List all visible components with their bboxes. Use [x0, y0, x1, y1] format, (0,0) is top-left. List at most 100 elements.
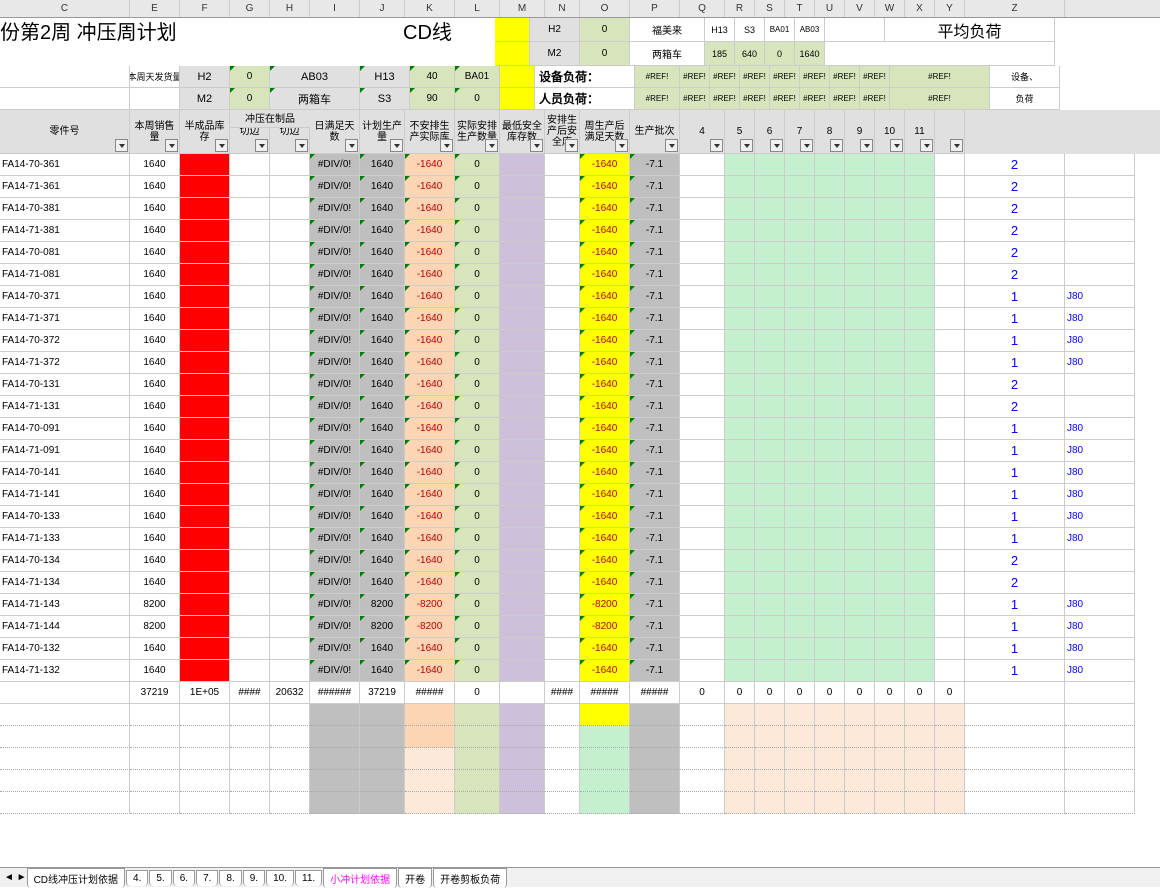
filter-icon[interactable] — [710, 139, 723, 152]
column-header[interactable]: 11 — [905, 110, 935, 154]
hdr-cell: #REF! — [710, 66, 740, 88]
filter-icon[interactable] — [255, 139, 268, 152]
filter-icon[interactable] — [115, 139, 128, 152]
filter-icon[interactable] — [295, 139, 308, 152]
data-cell — [725, 176, 755, 198]
data-cell — [785, 572, 815, 594]
column-header[interactable]: 6 — [755, 110, 785, 154]
col-letter[interactable]: O — [580, 0, 630, 17]
filter-icon[interactable] — [950, 139, 963, 152]
column-header[interactable]: 不安排生产实际库 — [405, 110, 455, 154]
sheet-tab[interactable]: 8. — [219, 870, 241, 886]
column-header[interactable]: 零件号 — [0, 110, 130, 154]
col-letter[interactable]: Y — [935, 0, 965, 17]
col-letter[interactable]: N — [545, 0, 580, 17]
filter-icon[interactable] — [890, 139, 903, 152]
sheet-tab[interactable]: 7. — [196, 870, 218, 886]
column-header[interactable]: 日满足天数 — [310, 110, 360, 154]
filter-icon[interactable] — [165, 139, 178, 152]
hdr-cell: #REF! — [770, 66, 800, 88]
filter-icon[interactable] — [920, 139, 933, 152]
hdr-cell: #REF! — [635, 88, 680, 110]
filter-icon[interactable] — [615, 139, 628, 152]
column-header[interactable]: 安排生产后安全库 — [545, 110, 580, 154]
sheet-tab[interactable]: 9. — [243, 870, 265, 886]
data-cell — [1065, 374, 1135, 396]
tr-fml: 福美来 — [630, 18, 705, 42]
column-header[interactable]: 本周销售量 — [130, 110, 180, 154]
col-letter[interactable]: V — [845, 0, 875, 17]
col-letter[interactable]: C — [0, 0, 130, 17]
sheet-tab[interactable]: 11. — [295, 870, 322, 886]
data-cell: 1640 — [130, 242, 180, 264]
filter-icon[interactable] — [440, 139, 453, 152]
col-letter[interactable]: X — [905, 0, 935, 17]
col-letter[interactable]: M — [500, 0, 545, 17]
col-letter[interactable]: P — [630, 0, 680, 17]
filter-icon[interactable] — [530, 139, 543, 152]
column-header[interactable]: 7 — [785, 110, 815, 154]
filter-icon[interactable] — [830, 139, 843, 152]
column-header[interactable]: 实际安排生产数量 — [455, 110, 500, 154]
column-header[interactable]: 计划生产量 — [360, 110, 405, 154]
data-cell — [875, 198, 905, 220]
filter-icon[interactable] — [740, 139, 753, 152]
filter-icon[interactable] — [800, 139, 813, 152]
col-letter[interactable]: T — [785, 0, 815, 17]
data-cell — [935, 198, 965, 220]
data-cell — [845, 660, 875, 682]
data-cell: 2 — [965, 572, 1065, 594]
data-cell — [755, 506, 785, 528]
column-header[interactable]: 5 — [725, 110, 755, 154]
col-letter[interactable]: I — [310, 0, 360, 17]
col-letter[interactable]: L — [455, 0, 500, 17]
column-header[interactable]: 8 — [815, 110, 845, 154]
col-letter[interactable]: J — [360, 0, 405, 17]
data-cell — [875, 506, 905, 528]
sheet-tab[interactable]: 开卷 — [398, 868, 432, 888]
filter-icon[interactable] — [770, 139, 783, 152]
col-letter[interactable]: R — [725, 0, 755, 17]
column-header[interactable]: 半成品库存 — [180, 110, 230, 154]
filter-icon[interactable] — [565, 139, 578, 152]
filter-icon[interactable] — [860, 139, 873, 152]
col-letter[interactable]: E — [130, 0, 180, 17]
column-header[interactable]: 生产批次 — [630, 110, 680, 154]
col-letter[interactable]: H — [270, 0, 310, 17]
column-header[interactable] — [935, 110, 965, 154]
total-cell: 37219 — [360, 682, 405, 704]
col-letter[interactable]: K — [405, 0, 455, 17]
table-row: FA14-71-3611640#DIV/0!1640-16400-1640-7.… — [0, 176, 1160, 198]
data-cell — [785, 154, 815, 176]
col-letter[interactable]: S — [755, 0, 785, 17]
week-ship: 本周天发货量 — [130, 66, 180, 88]
filter-icon[interactable] — [215, 139, 228, 152]
col-letter[interactable]: F — [180, 0, 230, 17]
filter-icon[interactable] — [390, 139, 403, 152]
column-header[interactable]: 10 — [875, 110, 905, 154]
data-cell — [230, 352, 270, 374]
data-cell — [785, 660, 815, 682]
sheet-tab[interactable]: 10. — [266, 870, 294, 886]
filter-icon[interactable] — [665, 139, 678, 152]
col-letter[interactable]: Z — [965, 0, 1065, 17]
column-header[interactable]: 4 — [680, 110, 725, 154]
sheet-tab[interactable]: CD线冲压计划依据 — [27, 868, 125, 888]
data-cell — [725, 396, 755, 418]
sheet-tab[interactable]: 6. — [173, 870, 195, 886]
filter-icon[interactable] — [485, 139, 498, 152]
col-letter[interactable]: Q — [680, 0, 725, 17]
column-header[interactable]: 最低安全库存数 — [500, 110, 545, 154]
sheet-tab[interactable]: 5. — [149, 870, 171, 886]
data-cell — [270, 528, 310, 550]
column-header[interactable]: 周生产后满足天数 — [580, 110, 630, 154]
column-header[interactable]: 9 — [845, 110, 875, 154]
col-letter[interactable]: G — [230, 0, 270, 17]
sheet-tab[interactable]: 开卷剪板负荷 — [433, 868, 507, 888]
sheet-tab[interactable]: 小冲计划依据 — [323, 868, 397, 888]
tab-nav[interactable]: ◄ ► — [4, 872, 27, 883]
col-letter[interactable]: U — [815, 0, 845, 17]
sheet-tab[interactable]: 4. — [126, 870, 148, 886]
col-letter[interactable]: W — [875, 0, 905, 17]
filter-icon[interactable] — [345, 139, 358, 152]
